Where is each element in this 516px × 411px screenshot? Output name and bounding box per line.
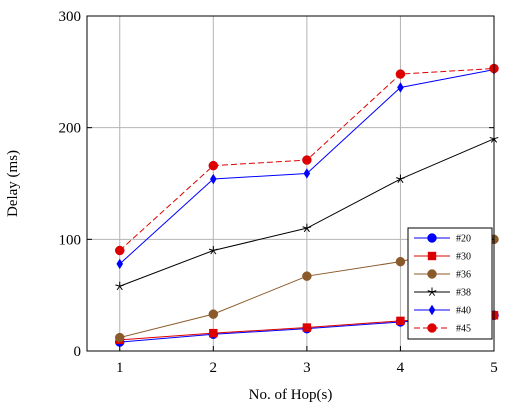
legend-item: #30: [414, 252, 471, 263]
legend-marker: [427, 323, 437, 333]
data-point: [114, 332, 125, 343]
star-ray: [306, 226, 312, 229]
legend-label: #45: [456, 324, 471, 335]
x-tick-label: 1: [116, 360, 124, 376]
star-ray: [428, 291, 433, 296]
star-ray: [397, 178, 401, 183]
star-ray: [396, 177, 401, 180]
legend-label: #20: [456, 234, 471, 245]
legend-item: #20: [414, 233, 471, 245]
y-tick-label: 0: [74, 344, 82, 360]
legend-item: #40: [414, 304, 471, 317]
data-point: [302, 155, 312, 165]
legend-label: #30: [456, 252, 471, 263]
data-point: [396, 316, 405, 326]
series-3: [115, 134, 499, 291]
data-point: [208, 309, 219, 319]
data-point: [210, 173, 217, 185]
x-tick-label: 2: [210, 360, 218, 376]
star-ray: [213, 248, 218, 251]
star-ray: [115, 284, 120, 287]
star-ray: [302, 226, 308, 229]
legend-item: #38: [414, 287, 471, 299]
legend-marker: [427, 287, 437, 296]
star-ray: [493, 136, 499, 140]
data-point: [209, 328, 218, 338]
data-point: [302, 323, 312, 332]
data-point: [114, 245, 125, 256]
legend-label: #38: [456, 288, 471, 299]
star-ray: [210, 250, 214, 255]
star-ray: [116, 285, 121, 291]
x-tick-label: 5: [490, 360, 498, 376]
y-tick-label: 300: [59, 9, 82, 25]
x-axis-label: No. of Hop(s): [249, 387, 333, 403]
legend-marker: [427, 251, 437, 261]
data-point: [208, 160, 219, 171]
star-ray: [119, 284, 125, 287]
plot-frame: [86, 15, 495, 352]
y-axis-label: Delay (ms): [5, 150, 21, 217]
series-layer: [114, 63, 499, 347]
star-ray: [400, 178, 404, 183]
x-tick-label: 3: [303, 360, 311, 376]
data-point: [115, 281, 125, 291]
data-point: [116, 258, 124, 270]
data-point: [302, 271, 312, 281]
legend-marker: [428, 304, 436, 316]
star-ray: [208, 248, 214, 251]
series-4: [116, 64, 498, 270]
data-point: [302, 223, 312, 233]
y-tick-label: 100: [59, 232, 82, 248]
star-ray: [400, 177, 405, 180]
legend-label: #36: [456, 270, 471, 281]
star-ray: [303, 227, 308, 233]
star-ray: [489, 136, 495, 140]
legend-marker: [427, 269, 437, 279]
data-point: [303, 168, 311, 179]
legend: #20 #30 #36 #38 #40 #45: [407, 227, 493, 340]
data-point: [395, 256, 406, 267]
data-point: [396, 174, 405, 183]
star-ray: [119, 285, 123, 291]
star-ray: [306, 227, 310, 233]
legend-item: #36: [414, 269, 471, 281]
data-point: [395, 69, 406, 79]
star-ray: [427, 290, 433, 293]
legend-label: #40: [456, 306, 471, 317]
data-point: [208, 246, 218, 255]
data-point: [397, 82, 404, 93]
star-ray: [431, 291, 436, 296]
legend-marker: [427, 233, 437, 243]
star-ray: [212, 250, 217, 255]
series-5: [114, 63, 499, 256]
ticks: 1 2 3 4 5 0 100 200 300: [59, 9, 498, 376]
x-tick-label: 4: [397, 360, 405, 376]
star-ray: [431, 290, 437, 293]
legend-item: #45: [414, 323, 471, 335]
y-tick-label: 200: [59, 121, 82, 137]
legend-box: [407, 227, 493, 340]
